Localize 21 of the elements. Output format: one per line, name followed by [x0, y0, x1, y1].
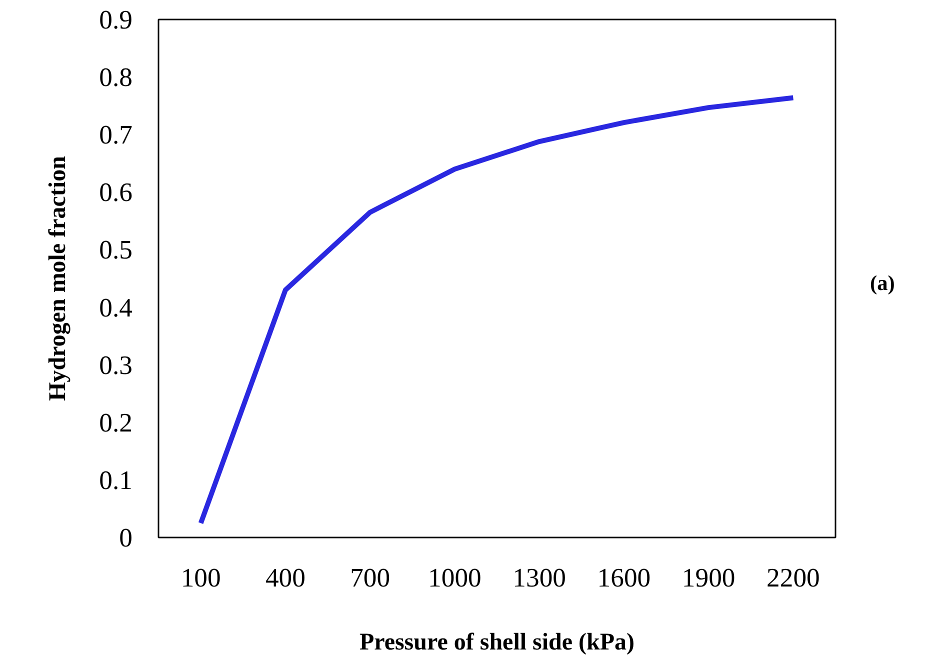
- x-tick-label: 400: [265, 562, 306, 592]
- y-tick-label: 0.7: [99, 120, 133, 150]
- y-tick-label: 0: [119, 522, 132, 552]
- x-axis-title: Pressure of shell side (kPa): [359, 630, 635, 656]
- y-tick-label: 0.4: [99, 292, 133, 322]
- y-tick-label: 0.2: [99, 407, 133, 438]
- x-tick-label: 100: [180, 562, 221, 592]
- x-tick-label: 1000: [428, 562, 482, 592]
- y-tick-label: 0.5: [99, 234, 133, 265]
- x-tick-label: 700: [350, 562, 390, 592]
- y-axis-title: Hydrogen mole fraction: [45, 156, 72, 401]
- y-tick-label: 0.8: [99, 62, 133, 92]
- y-tick-label: 0.9: [99, 4, 133, 34]
- y-tick-label: 0.6: [99, 177, 133, 208]
- x-tick-label: 1600: [597, 562, 651, 592]
- text: (a): [870, 270, 895, 297]
- y-tick-label: 0.3: [99, 350, 133, 380]
- x-tick-label: 1900: [682, 562, 736, 592]
- y-tick-label: 0.1: [99, 464, 133, 495]
- x-tick-label: 2200: [766, 562, 820, 592]
- x-tick-label: 1300: [512, 562, 566, 592]
